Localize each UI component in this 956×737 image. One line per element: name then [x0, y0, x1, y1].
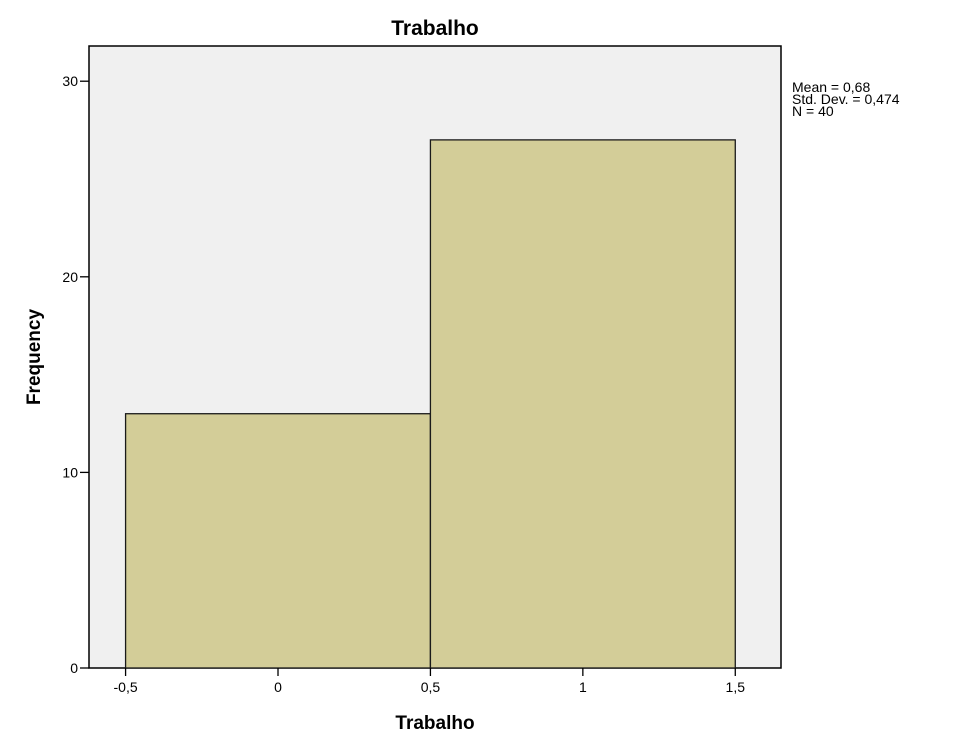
- x-axis: -0,5 0 0,5 1 1,5: [114, 668, 746, 695]
- x-tick-label-3: 1: [579, 679, 587, 695]
- y-tick-label-3: 30: [62, 73, 78, 89]
- x-axis-title: Trabalho: [395, 713, 474, 734]
- chart-title: Trabalho: [391, 17, 479, 40]
- x-tick-label-2: 0,5: [421, 679, 441, 695]
- y-axis-title: Frequency: [24, 309, 45, 406]
- stats-n: N = 40: [792, 103, 834, 119]
- bar-0: [124, 413, 432, 669]
- x-tick-label-4: 1,5: [726, 679, 746, 695]
- x-tick-label-0: -0,5: [114, 679, 138, 695]
- stats-std-dev: Std. Dev. = 0,474: [792, 91, 900, 107]
- stats-mean: Mean = 0,68: [792, 79, 870, 95]
- bars-group: [124, 139, 736, 669]
- x-tick-label-1: 0: [274, 679, 282, 695]
- y-tick-label-1: 10: [62, 464, 78, 480]
- y-axis: 0 10 20 30: [62, 73, 89, 676]
- stats-box: Mean = 0,68 Std. Dev. = 0,474 N = 40: [792, 79, 900, 119]
- y-tick-label-2: 20: [62, 269, 78, 285]
- y-tick-label-0: 0: [70, 660, 78, 676]
- bar-1: [429, 139, 736, 669]
